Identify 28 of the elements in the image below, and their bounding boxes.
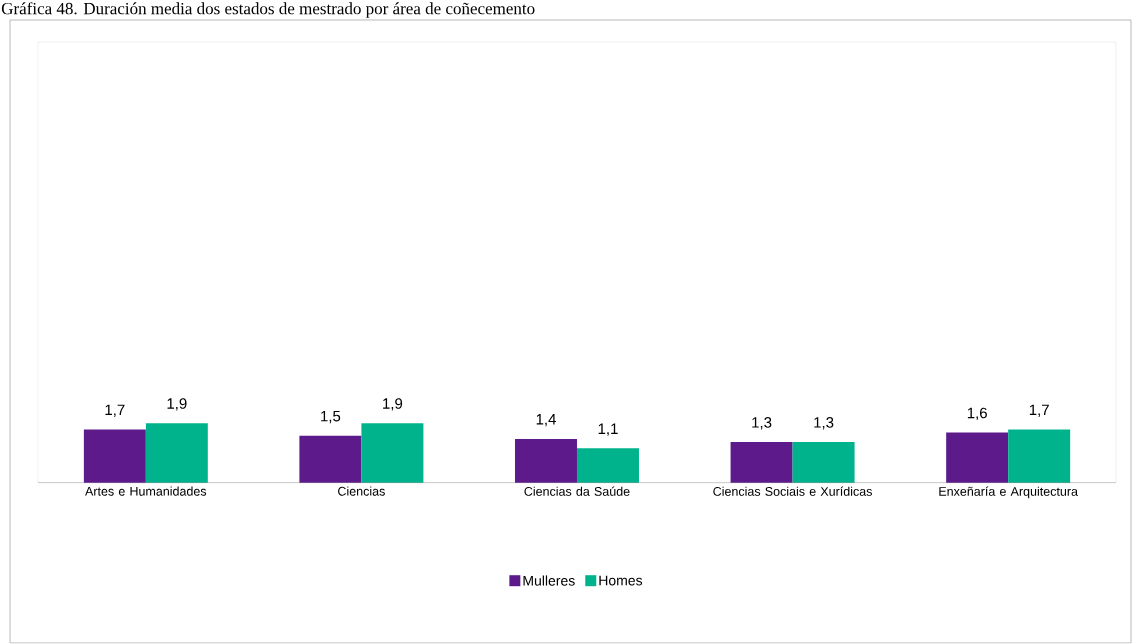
x-tick-label: Enxeñaría e Arquitectura	[939, 486, 1078, 499]
bar	[946, 432, 1009, 483]
data-label: 1,5	[321, 410, 341, 424]
data-label: 1,7	[105, 404, 125, 417]
bar	[83, 429, 146, 483]
data-label: 1,9	[167, 398, 187, 411]
data-label: 1,3	[752, 417, 772, 430]
bar	[576, 448, 639, 483]
chart-title: Gráfica 48. Duración media dos estados de mestrado por área de coñecemento	[1, 2, 535, 18]
bar	[792, 442, 855, 483]
bar	[1008, 429, 1071, 483]
x-tick-label: Artes e Humanidades	[85, 486, 207, 496]
x-tick-label: Ciencias	[338, 486, 385, 496]
data-label: 1,6	[967, 407, 987, 421]
x-tick-label: Ciencias Sociais e Xurídicas	[713, 486, 872, 496]
data-label: 1,4	[536, 414, 556, 427]
x-tick-label: Ciencias da Saúde	[524, 486, 630, 496]
bar	[730, 442, 793, 483]
legend-label: Homes	[599, 575, 643, 586]
bar	[145, 423, 208, 483]
data-label: 1,9	[383, 398, 403, 411]
data-label: 1,7	[1029, 404, 1049, 417]
bar	[299, 435, 362, 483]
data-label: 1,3	[814, 417, 834, 430]
legend-label: Mulleres	[523, 575, 575, 586]
bar	[361, 423, 424, 483]
bar	[514, 438, 577, 483]
data-label: 1,1	[598, 423, 618, 436]
